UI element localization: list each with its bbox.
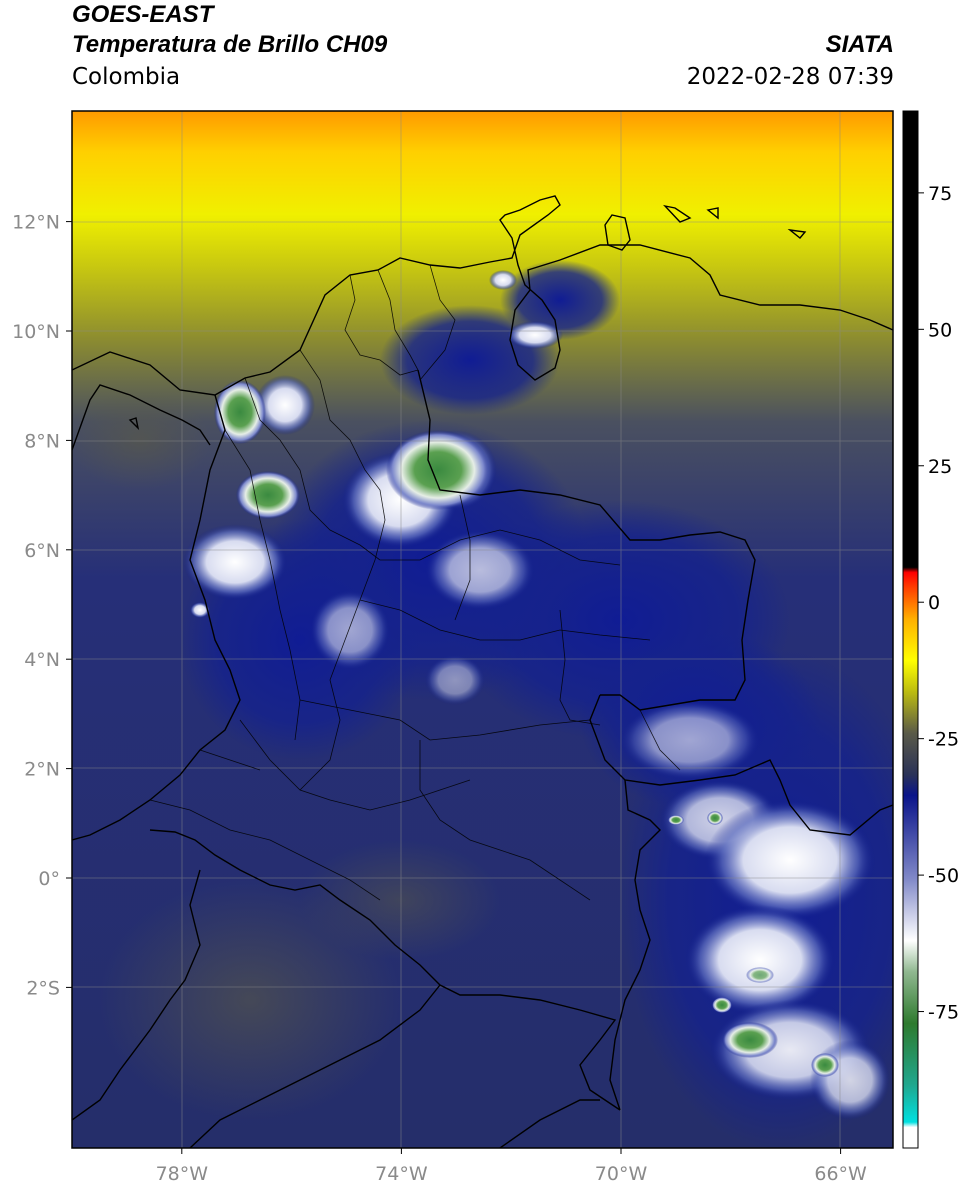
cloud-top bbox=[620, 700, 760, 780]
cloud-top bbox=[190, 602, 210, 618]
colorbar-tick-label: 75 bbox=[928, 183, 952, 205]
colorbar: 75 50 25 0 -25 -50 -75 bbox=[902, 110, 959, 1149]
caribbean-coastline bbox=[72, 195, 893, 396]
title-block: GOES-EAST Temperatura de Brillo CH09 Col… bbox=[72, 0, 387, 90]
warm-region bbox=[300, 840, 500, 960]
colombia-brazil-border bbox=[609, 779, 661, 1111]
island-coastline bbox=[662, 204, 692, 223]
cold-core bbox=[746, 967, 774, 983]
lat-ticks: 12°N 10°N 8°N 6°N 4°N 2°N 0° 2°S bbox=[12, 212, 72, 999]
lon-ticks: 78°W 74°W 70°W 66°W bbox=[156, 1148, 867, 1185]
colorbar-tick-label: -25 bbox=[928, 729, 959, 751]
map-frame bbox=[71, 110, 894, 1149]
cloud-top bbox=[425, 655, 485, 705]
lat-tick-label: 0° bbox=[38, 868, 60, 890]
cold-core bbox=[668, 815, 684, 825]
cold-region bbox=[500, 260, 620, 340]
cloud-top bbox=[183, 524, 287, 600]
cloud-top bbox=[425, 530, 535, 610]
satellite-title: GOES-EAST bbox=[72, 1, 214, 28]
panama-coastline bbox=[72, 384, 211, 451]
cold-core bbox=[712, 997, 732, 1013]
brazil-peru-border bbox=[499, 1099, 600, 1148]
colorbar-frame bbox=[902, 110, 919, 1149]
right-title-block: SIATA 2022-02-28 07:39 bbox=[687, 30, 894, 90]
venezuela-brazil-border bbox=[589, 694, 893, 836]
cloud-top bbox=[310, 590, 390, 670]
lat-tick-label: 4°N bbox=[24, 649, 60, 671]
colorbar-tick-label: 25 bbox=[928, 456, 952, 478]
cold-core bbox=[722, 1022, 778, 1058]
cloud-top bbox=[810, 1040, 890, 1120]
lat-tick-label: 8°N bbox=[24, 430, 60, 452]
department-borders bbox=[149, 264, 681, 901]
colorbar-tick-label: -50 bbox=[928, 865, 959, 887]
island-coastline bbox=[128, 417, 140, 431]
cloud-top bbox=[705, 800, 875, 920]
lon-tick-label: 66°W bbox=[814, 1163, 867, 1185]
ecuador-peru-border bbox=[72, 869, 201, 1121]
gridlines bbox=[72, 111, 893, 1148]
colorbar-ticks: 75 50 25 0 -25 -50 -75 bbox=[918, 183, 959, 1024]
cloud-top bbox=[489, 270, 517, 290]
lat-tick-label: 2°S bbox=[26, 977, 60, 999]
island-coastline bbox=[604, 214, 631, 251]
warm-region bbox=[72, 390, 210, 490]
lon-tick-label: 78°W bbox=[156, 1163, 209, 1185]
island-coastline bbox=[706, 207, 719, 220]
datetime-label: 2022-02-28 07:39 bbox=[686, 64, 894, 90]
cloud-top bbox=[255, 375, 315, 435]
colorbar-scale bbox=[903, 111, 918, 1148]
borders bbox=[72, 195, 893, 1148]
lon-tick-label: 70°W bbox=[595, 1163, 648, 1185]
cloud-top bbox=[685, 905, 835, 1015]
organization-label: SIATA bbox=[825, 31, 894, 58]
colorbar-tick-label: -75 bbox=[928, 1002, 959, 1024]
peru-border bbox=[189, 984, 441, 1148]
cold-core bbox=[811, 1053, 839, 1077]
colorbar-tick-label: 0 bbox=[928, 592, 940, 614]
cold-core bbox=[386, 430, 490, 510]
cold-core bbox=[214, 380, 266, 444]
lon-tick-label: 74°W bbox=[375, 1163, 428, 1185]
lat-tick-label: 12°N bbox=[12, 212, 60, 234]
lat-tick-label: 6°N bbox=[24, 540, 60, 562]
product-title: Temperatura de Brillo CH09 bbox=[72, 31, 388, 58]
warm-region bbox=[100, 880, 400, 1120]
colombia-venezuela-border bbox=[417, 369, 756, 711]
lat-tick-label: 2°N bbox=[24, 759, 60, 781]
satellite-image bbox=[72, 111, 893, 1148]
colombia-peru-ecuador-border bbox=[149, 829, 621, 1111]
colorbar-tick-label: 50 bbox=[928, 319, 952, 341]
cloud-top bbox=[507, 321, 563, 349]
region-label: Colombia bbox=[72, 64, 181, 90]
cold-core bbox=[707, 811, 723, 825]
pacific-coastline bbox=[72, 394, 241, 841]
cold-core bbox=[236, 471, 300, 519]
lat-tick-label: 10°N bbox=[12, 321, 60, 343]
island-coastline bbox=[787, 228, 807, 239]
